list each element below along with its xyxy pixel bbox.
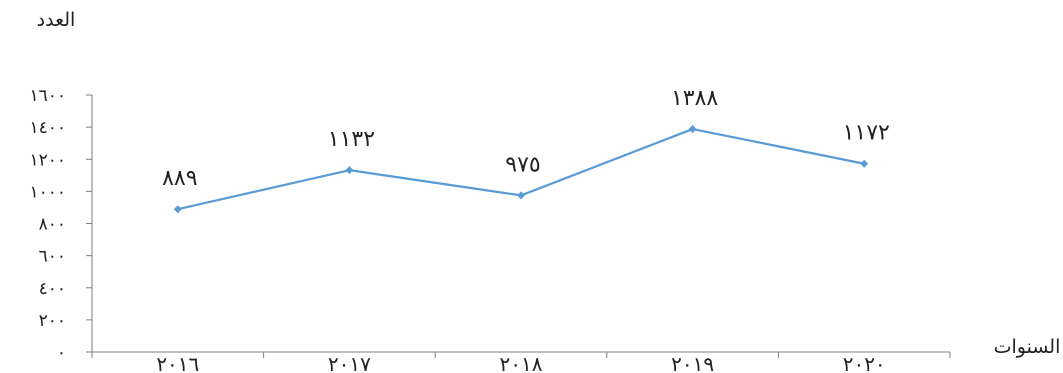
- y-tick-label: ٦٠٠: [39, 247, 66, 267]
- y-tick-label: ٨٠٠: [39, 215, 66, 235]
- y-tick-label: ١٤٠٠: [29, 118, 66, 138]
- x-tick-label: ٢٠١٨: [500, 352, 543, 373]
- series-line: [173, 125, 869, 214]
- y-tick-label: ٢٠٠: [39, 311, 66, 331]
- y-tick-label: ٤٠٠: [39, 279, 66, 299]
- data-point-marker: [517, 191, 525, 200]
- x-tick-label: ٢٠٢٠: [843, 352, 886, 373]
- y-tick-label: ١٢٠٠: [29, 150, 66, 170]
- y-tick-label: ١٠٠٠: [29, 182, 66, 202]
- data-label: ١٣٨٨: [671, 86, 718, 111]
- x-tick-label: ٢٠١٦: [156, 352, 199, 373]
- y-axis-title: العدد: [37, 9, 76, 31]
- data-point-marker: [345, 166, 354, 175]
- x-axis-title: السنوات: [994, 336, 1061, 358]
- data-point-marker: [688, 125, 697, 134]
- data-label: ٨٨٩: [162, 166, 197, 191]
- data-label: ١١٣٢: [328, 127, 375, 152]
- data-point-marker: [173, 205, 182, 214]
- y-tick-labels: ٠ ٢٠٠ ٤٠٠ ٦٠٠ ٨٠٠ ١٠٠٠ ١٢٠٠ ١٤٠٠ ١٦٠٠: [29, 86, 66, 363]
- y-tick-label: ٠: [57, 343, 66, 363]
- data-labels: ٨٨٩ ١١٣٢ ٩٧٥ ١٣٨٨ ١١٧٢: [162, 86, 890, 191]
- x-tick-labels: ٢٠١٦ ٢٠١٧ ٢٠١٨ ٢٠١٩ ٢٠٢٠: [156, 352, 885, 373]
- x-tick-label: ٢٠١٩: [671, 352, 714, 373]
- data-point-marker: [860, 159, 869, 168]
- y-tick-label: ١٦٠٠: [29, 86, 66, 106]
- x-tick-label: ٢٠١٧: [328, 352, 371, 373]
- axes: [86, 94, 951, 358]
- data-label: ١١٧٢: [843, 121, 890, 146]
- data-label: ٩٧٥: [505, 152, 540, 177]
